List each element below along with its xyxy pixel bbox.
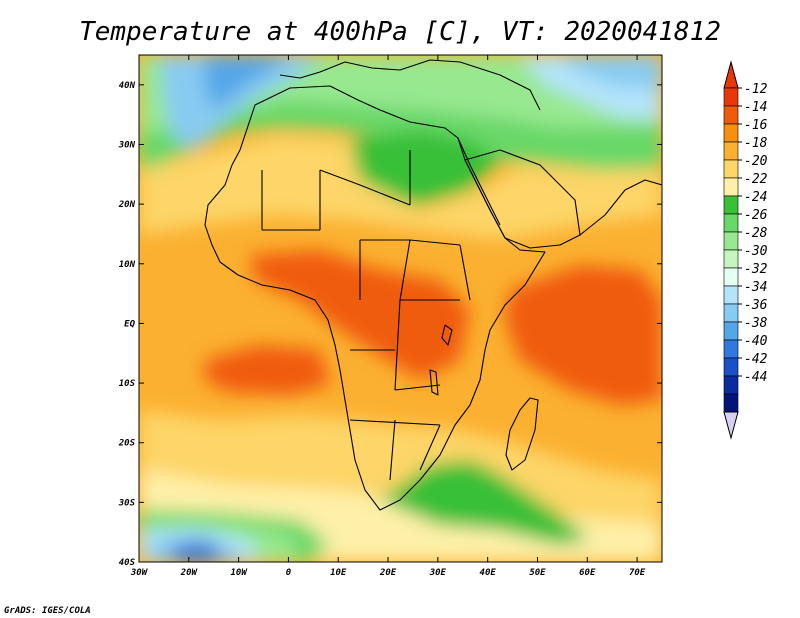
colorbar-swatch	[723, 303, 739, 323]
y-tick-label: EQ	[124, 319, 135, 329]
x-tick-label: 0	[286, 568, 292, 578]
colorbar-label: -18	[744, 136, 768, 151]
region-indian-ocean-hot	[505, 265, 662, 405]
colorbar-swatch	[723, 231, 739, 251]
x-tick-label: 60E	[579, 568, 596, 578]
x-tick-label: 30W	[130, 568, 149, 578]
region-southern-africa-green	[380, 460, 590, 545]
colorbar-label: -22	[744, 172, 768, 187]
x-tick-label: 20E	[379, 568, 397, 578]
map-title: Temperature at 400hPa [C], VT: 202004181…	[79, 17, 721, 47]
colorbar-label: -44	[744, 370, 767, 385]
coastlines-and-borders	[204, 59, 662, 511]
colorbar-swatch	[723, 339, 739, 359]
colorbar-swatch	[723, 249, 739, 269]
colorbar-swatch	[723, 321, 739, 341]
x-tick-label: 10W	[230, 568, 248, 578]
colorbar-label: -14	[744, 100, 767, 115]
colorbar-swatch	[723, 141, 739, 161]
colorbar-swatch	[723, 375, 739, 395]
colorbar-swatch	[723, 87, 739, 107]
x-axis: 30W 20W 10W 0 10E 20E 30E 40E 50E 60E 70E	[130, 55, 646, 578]
colorbar-swatch	[723, 105, 739, 125]
x-tick-label: 40E	[480, 568, 497, 578]
region-northeast-cyan	[560, 55, 662, 90]
asia-coast	[579, 179, 662, 236]
lakes	[429, 324, 453, 396]
red-sea-west	[457, 137, 501, 226]
colorbar-swatch	[723, 393, 739, 413]
y-tick-label: 30S	[118, 498, 136, 508]
grads-credit: GrADS: IGES/COLA	[4, 606, 91, 616]
colorbar-label: -34	[744, 280, 767, 295]
colorbar-label: -16	[744, 118, 768, 133]
colorbar-label: -24	[744, 190, 767, 205]
x-tick-label: 50E	[529, 568, 546, 578]
colorbar-swatch	[723, 177, 739, 197]
colorbar-swatch	[723, 357, 739, 377]
colorbar-label: -30	[744, 244, 768, 259]
colorbar-top-arrow	[723, 60, 739, 89]
colorbar-label: -42	[744, 352, 768, 367]
x-tick-label: 10E	[330, 568, 347, 578]
colorbar-label: -12	[744, 82, 768, 97]
colorbar-label: -40	[744, 334, 768, 349]
colorbar-swatch	[723, 213, 739, 233]
x-tick-label: 70E	[629, 568, 646, 578]
y-tick-label: 40S	[119, 558, 136, 568]
region-central-africa-hot	[250, 250, 470, 380]
y-tick-label: 10N	[119, 260, 136, 270]
africa-coastline	[204, 85, 546, 511]
colorbar-label: -36	[744, 298, 768, 313]
mediterranean-north	[279, 59, 541, 111]
y-tick-label: 10S	[119, 379, 136, 389]
field-regions	[139, 55, 662, 562]
region-southwest-deep-blue	[170, 540, 225, 562]
colorbar-swatch	[723, 285, 739, 305]
colorbar-swatch	[723, 195, 739, 215]
colorbar-label: -32	[744, 262, 768, 277]
colorbar-swatch	[723, 267, 739, 287]
x-tick-label: 30E	[429, 568, 447, 578]
colorbar-swatch	[723, 123, 739, 143]
colorbar-bottom-arrow	[723, 411, 739, 440]
y-tick-label: 20S	[118, 439, 136, 449]
colorbar-swatch	[723, 159, 739, 179]
arabian-peninsula	[464, 149, 581, 249]
y-tick-label: 20N	[118, 200, 136, 210]
region-northwest-blue	[160, 55, 320, 150]
y-tick-label: 40N	[119, 81, 136, 91]
colorbar-label: -28	[744, 226, 768, 241]
madagascar	[505, 397, 539, 471]
colorbar-label: -20	[744, 154, 768, 169]
region-sahara-yellow	[139, 135, 662, 240]
map-frame	[138, 54, 663, 563]
y-axis: 40N 30N 20N 10N EQ 10S 20S 30S 40S	[118, 81, 662, 568]
country-borders	[261, 150, 471, 481]
colorbar-label: -38	[744, 316, 768, 331]
colorbar: -12 -14 -16 -18 -20 -22 -24 -26 -28 -30 -32 -34 -36 -…	[723, 60, 768, 440]
y-tick-label: 30N	[118, 140, 136, 150]
temperature-field	[139, 55, 662, 562]
region-northwest-deep-blue	[205, 55, 290, 110]
colorbar-label: -26	[744, 208, 768, 223]
x-tick-label: 20W	[180, 568, 199, 578]
region-south-atlantic-hot	[205, 345, 330, 395]
